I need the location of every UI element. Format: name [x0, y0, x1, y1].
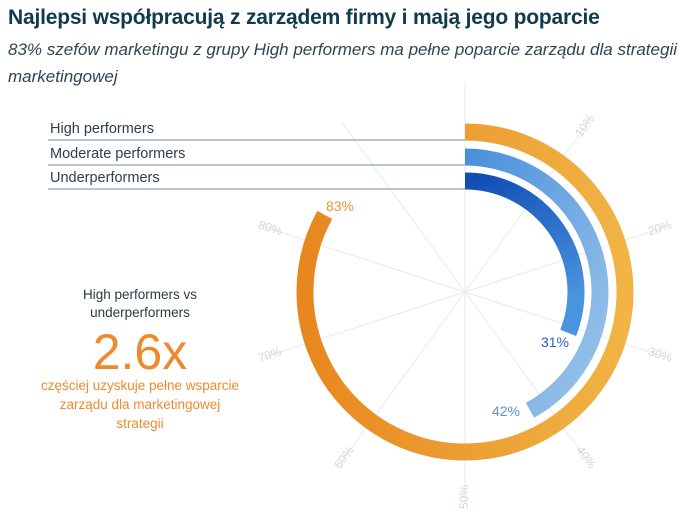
- legend-moderate-performers: Moderate performers: [50, 146, 186, 162]
- page-subtitle: 83% szefów marketingu z grupy High perfo…: [8, 40, 677, 86]
- axis-tick-label: 50%: [457, 485, 471, 509]
- axis-tick-label: 80%: [257, 217, 284, 238]
- value-label-moderate: 42%: [492, 403, 520, 419]
- kpi-heading: High performers vs underperformers: [82, 287, 198, 320]
- value-label-high: 83%: [326, 198, 354, 214]
- value-label-under: 31%: [541, 334, 569, 350]
- page-title: Najlepsi współpracują z zarządem firmy i…: [8, 6, 600, 29]
- kpi-value: 2.6x: [92, 324, 188, 380]
- kpi-description: częściej uzyskuje pełne wsparcie zarządu…: [40, 378, 240, 431]
- axis-tick-label: 70%: [256, 344, 283, 365]
- axis-tick-label: 10%: [572, 112, 598, 140]
- arc-moderate-performers: [464, 148, 609, 418]
- legend-underperformers: Underperformers: [50, 170, 160, 186]
- arc-high-performers: [296, 123, 634, 461]
- axis-tick-label: 60%: [331, 443, 357, 471]
- axis-tick-label: 30%: [647, 344, 674, 365]
- axis-tick-label: 20%: [646, 217, 673, 238]
- axis-tick-label: 40%: [573, 444, 599, 472]
- legend-high-performers: High performers: [50, 121, 154, 137]
- arc-underperformers: [464, 172, 585, 336]
